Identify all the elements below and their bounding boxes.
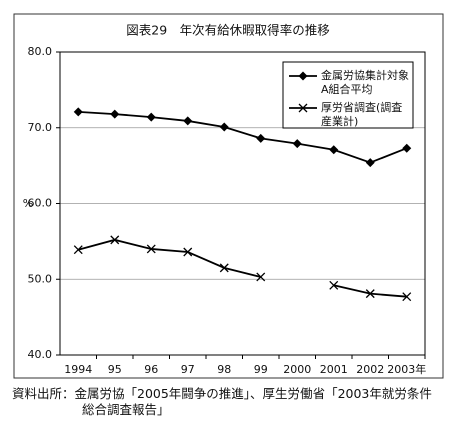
point (219, 122, 229, 132)
point (329, 280, 339, 290)
legend-label: 金属労協集計対象A組合平均 (321, 69, 409, 96)
point (183, 247, 193, 257)
point (146, 112, 156, 122)
y-tick-label: 50.0 (28, 272, 53, 285)
point (298, 103, 308, 113)
x-tick-label: 99 (254, 363, 268, 376)
point (365, 158, 375, 168)
y-tick-label: 40.0 (28, 348, 53, 361)
x-tick-label: 2000 (283, 363, 311, 376)
x-tick-label: 96 (144, 363, 158, 376)
y-axis-label: % (23, 197, 33, 210)
point (183, 116, 193, 126)
point (73, 107, 83, 117)
x-tick-label: 2001 (320, 363, 348, 376)
point (365, 289, 375, 299)
point (402, 143, 412, 153)
x-tick-label: 1994 (64, 363, 92, 376)
point (256, 133, 266, 143)
legend-box (282, 61, 414, 129)
point (110, 235, 120, 245)
y-tick-label: 60.0 (28, 197, 53, 210)
point (329, 145, 339, 155)
point (292, 139, 302, 149)
series-line (78, 238, 407, 298)
x-tick-label: 97 (181, 363, 195, 376)
point (402, 292, 412, 302)
point (219, 263, 229, 273)
chart-title: 図表29 年次有給休暇取得率の推移 (126, 23, 329, 38)
point (110, 109, 120, 119)
point (73, 245, 83, 255)
point (146, 244, 156, 254)
x-tick-label: 98 (217, 363, 231, 376)
y-tick-label: 70.0 (28, 121, 53, 134)
chart: 図表29 年次有給休暇取得率の推移 % 40.0 50.0 60.0 70.0 80.0… (13, 13, 444, 379)
series-line (78, 110, 408, 164)
chart-frame (13, 13, 444, 379)
point (256, 272, 266, 282)
x-tick-label: 2002 (356, 363, 384, 376)
source-note: 資料出所：金属労協「2005年闘争の推進」、厚生労働省「2003年就労条件総合調… (12, 386, 432, 417)
y-tick-label: 80.0 (28, 45, 53, 58)
point (298, 71, 308, 81)
x-tick-label: 2003年 (387, 362, 426, 376)
legend-label: 厚労省調査(調査産業計) (321, 101, 403, 128)
x-tick-label: 95 (108, 363, 122, 376)
